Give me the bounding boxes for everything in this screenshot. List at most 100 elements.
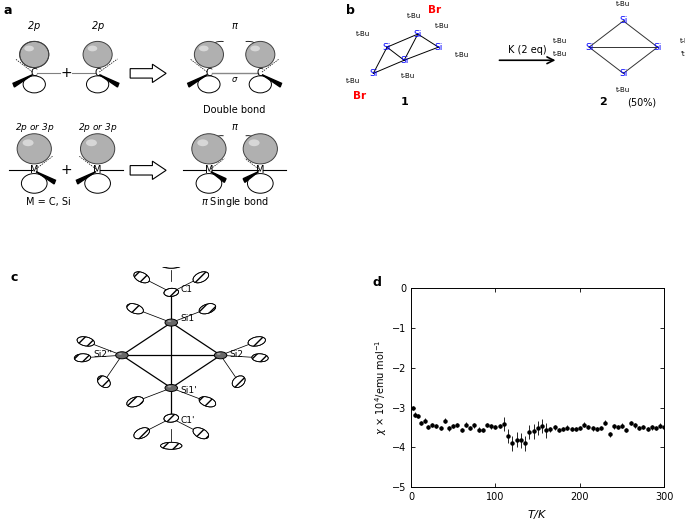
Text: 't-Bu: 't-Bu [680, 51, 685, 57]
Ellipse shape [23, 76, 45, 93]
Text: 2$p$: 2$p$ [90, 19, 105, 33]
Text: 1: 1 [400, 97, 408, 107]
Text: b: b [346, 4, 355, 17]
Text: a: a [3, 4, 12, 17]
Y-axis label: $\chi$ $\times$ 10$^{4}$/emu mol$^{-1}$: $\chi$ $\times$ 10$^{4}$/emu mol$^{-1}$ [373, 340, 389, 435]
Polygon shape [188, 74, 207, 87]
Text: t-Bu: t-Bu [616, 88, 630, 93]
Text: $\sigma$: $\sigma$ [231, 75, 238, 84]
Polygon shape [76, 172, 96, 184]
Ellipse shape [193, 428, 209, 439]
Text: 2$p$ or 3$p$: 2$p$ or 3$p$ [78, 121, 117, 134]
Ellipse shape [86, 76, 109, 93]
Text: t-Bu: t-Bu [401, 73, 414, 79]
Ellipse shape [217, 353, 221, 355]
Text: t-Bu: t-Bu [346, 78, 360, 84]
Polygon shape [36, 172, 55, 184]
Text: Si: Si [383, 42, 391, 52]
Ellipse shape [116, 352, 128, 359]
Text: M: M [205, 165, 213, 176]
Text: Si: Si [369, 69, 377, 78]
Ellipse shape [134, 272, 149, 283]
Text: Si: Si [400, 56, 408, 65]
Ellipse shape [86, 139, 97, 146]
X-axis label: $T$/K: $T$/K [527, 508, 548, 521]
Text: 2$p$ or 3$p$: 2$p$ or 3$p$ [14, 121, 54, 134]
Polygon shape [13, 74, 33, 87]
Ellipse shape [160, 442, 182, 450]
Text: Br: Br [428, 5, 442, 16]
Ellipse shape [199, 46, 208, 51]
Ellipse shape [127, 303, 143, 314]
Ellipse shape [134, 428, 149, 439]
Text: t-Bu: t-Bu [408, 13, 421, 19]
Ellipse shape [243, 134, 277, 164]
Text: M: M [256, 165, 264, 176]
Ellipse shape [119, 353, 122, 355]
Text: Si1: Si1 [180, 314, 195, 323]
Ellipse shape [21, 173, 47, 193]
Text: d: d [373, 276, 382, 289]
Ellipse shape [247, 173, 273, 193]
Polygon shape [130, 161, 166, 179]
Ellipse shape [197, 139, 208, 146]
Text: Si: Si [585, 42, 593, 52]
Ellipse shape [248, 337, 266, 346]
Text: C: C [95, 68, 101, 79]
Ellipse shape [252, 354, 269, 362]
Ellipse shape [232, 376, 245, 388]
Text: K (2 eq): K (2 eq) [508, 45, 547, 55]
Ellipse shape [83, 41, 112, 68]
Text: C1': C1' [180, 416, 195, 425]
Text: Si: Si [619, 69, 627, 78]
Text: t-Bu: t-Bu [456, 52, 469, 58]
Text: Si: Si [414, 29, 422, 39]
Ellipse shape [196, 173, 222, 193]
Text: Si: Si [619, 16, 627, 26]
Text: Si2: Si2 [229, 350, 244, 358]
Text: C: C [257, 68, 264, 79]
Text: t-Bu: t-Bu [356, 31, 370, 37]
Ellipse shape [20, 41, 49, 68]
Ellipse shape [249, 139, 260, 146]
Polygon shape [130, 64, 166, 82]
Ellipse shape [24, 46, 34, 51]
Text: t-Bu: t-Bu [553, 51, 567, 57]
Text: Br: Br [353, 91, 366, 101]
Text: 2: 2 [599, 97, 607, 107]
Ellipse shape [88, 46, 97, 51]
Polygon shape [210, 172, 226, 182]
Text: Si: Si [653, 42, 662, 52]
Text: Si2'': Si2'' [94, 350, 113, 358]
Text: +: + [61, 163, 73, 177]
Ellipse shape [168, 320, 171, 322]
Polygon shape [262, 74, 282, 87]
Text: $\pi$: $\pi$ [231, 122, 238, 132]
Text: C1: C1 [180, 286, 192, 294]
Ellipse shape [17, 134, 51, 164]
Ellipse shape [164, 288, 179, 297]
Ellipse shape [193, 272, 209, 283]
Ellipse shape [165, 385, 177, 391]
Ellipse shape [192, 134, 226, 164]
Text: +: + [61, 67, 73, 80]
Ellipse shape [81, 134, 114, 164]
Ellipse shape [199, 303, 216, 314]
Ellipse shape [23, 139, 34, 146]
Ellipse shape [246, 41, 275, 68]
Text: M: M [30, 165, 38, 176]
Ellipse shape [77, 337, 95, 346]
Ellipse shape [85, 173, 110, 193]
Ellipse shape [164, 414, 179, 422]
Ellipse shape [250, 46, 260, 51]
Text: t-Bu: t-Bu [553, 38, 567, 43]
Ellipse shape [168, 386, 171, 387]
Text: 2$p$: 2$p$ [27, 19, 41, 33]
Ellipse shape [165, 319, 177, 326]
Text: Double bond: Double bond [203, 105, 266, 115]
Ellipse shape [198, 76, 220, 93]
Polygon shape [243, 172, 258, 182]
Ellipse shape [195, 41, 223, 68]
Text: t-Bu: t-Bu [435, 23, 449, 29]
Ellipse shape [127, 397, 143, 407]
